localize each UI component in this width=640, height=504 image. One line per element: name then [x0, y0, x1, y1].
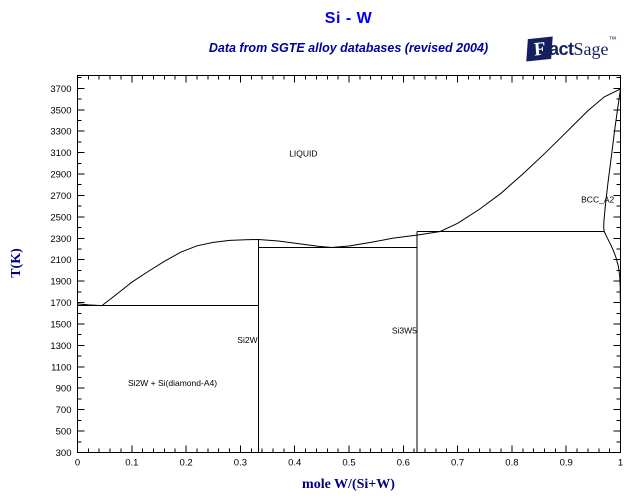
phase-label-si2w: Si2W — [237, 335, 257, 345]
x-tick-label: 0.5 — [342, 458, 355, 469]
x-tick-label: 0.3 — [234, 458, 247, 469]
y-tick-label: 3300 — [50, 127, 71, 138]
y-tick-label: 1700 — [50, 298, 71, 309]
y-tick-label: 2900 — [50, 170, 71, 181]
y-tick-label: 700 — [56, 405, 72, 416]
x-tick-label: 0.4 — [288, 458, 301, 469]
y-tick-label: 3700 — [50, 84, 71, 95]
phase-label-bcc-a2: BCC_A2 — [581, 195, 614, 205]
series-bcc-solvus — [603, 231, 621, 308]
y-tick-label: 2700 — [50, 191, 71, 202]
x-axis-title: mole W/(Si+W) — [302, 477, 395, 492]
phase-label-si3w5: Si3W5 — [392, 325, 417, 335]
x-tick-label: 0.2 — [179, 458, 192, 469]
y-tick-label: 900 — [56, 384, 72, 395]
y-tick-label: 2500 — [50, 212, 71, 223]
y-tick-label: 300 — [56, 448, 72, 459]
chart-title: Si - W — [324, 10, 373, 27]
x-tick-label: 0.1 — [125, 458, 138, 469]
chart-subtitle: Data from SGTE alloy databases (revised … — [208, 41, 489, 55]
x-tick-label: 1 — [618, 458, 623, 469]
phase-label-liquid: LIQUID — [289, 149, 317, 159]
y-tick-label: 1300 — [50, 341, 71, 352]
y-axis-title: T(K) — [9, 248, 24, 278]
x-tick-label: 0.9 — [560, 458, 573, 469]
factsage-logo-sage: Sage — [573, 38, 609, 59]
factsage-logo-act: act — [549, 38, 574, 59]
y-tick-label: 1500 — [50, 319, 71, 330]
y-tick-label: 3100 — [50, 148, 71, 159]
x-tick-label: 0.7 — [451, 458, 464, 469]
y-tick-label: 1900 — [50, 277, 71, 288]
series-bcc-solidus — [603, 88, 621, 232]
y-tick-label: 1100 — [51, 362, 71, 373]
plot-frame — [77, 75, 621, 453]
y-tick-label: 500 — [56, 427, 72, 438]
x-tick-label: 0.6 — [397, 458, 410, 469]
y-tick-label: 2300 — [50, 234, 71, 245]
y-tick-label: 2100 — [50, 255, 71, 266]
series-si-liquidus — [77, 239, 259, 307]
trademark-icon: ™ — [608, 35, 617, 44]
x-tick-label: 0 — [75, 458, 80, 469]
y-tick-label: 3500 — [50, 105, 71, 116]
series-liquidus-wsi2-to-w — [258, 88, 621, 249]
phase-label-si2w-plus-si: Si2W + Si(diamond-A4) — [128, 378, 217, 388]
x-tick-label: 0.8 — [505, 458, 518, 469]
